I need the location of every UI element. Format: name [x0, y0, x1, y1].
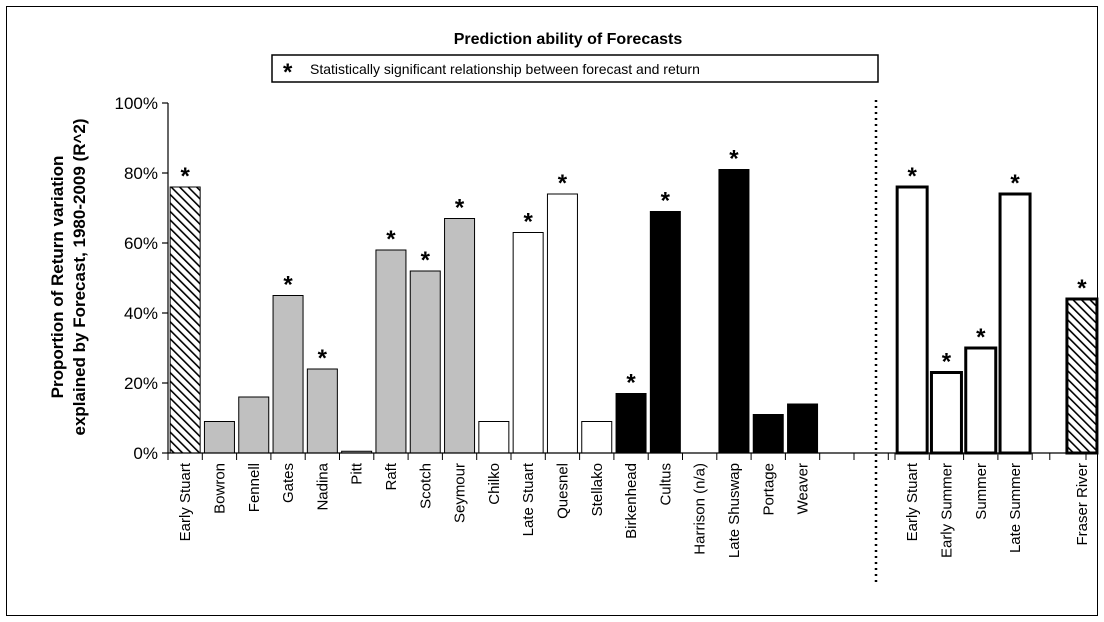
bar — [444, 218, 476, 454]
x-category-label: Cultus — [657, 463, 674, 506]
significance-star: * — [976, 324, 986, 351]
significance-star: * — [1010, 170, 1020, 197]
significance-star: * — [318, 345, 328, 372]
x-category-label: Nadina — [314, 462, 331, 510]
chart-title: Prediction ability of Forecasts — [454, 31, 683, 48]
x-category-label: Portage — [760, 463, 777, 516]
legend-symbol: * — [283, 59, 293, 86]
x-category-label: Raft — [383, 462, 400, 490]
y-axis-label: Proportion of Return variation explained… — [48, 118, 89, 435]
x-category-label: Bowron — [211, 463, 228, 514]
bar — [272, 295, 304, 454]
y-axis: 0% 20% 40% 60% 80% 100% — [115, 94, 169, 463]
x-category-label: Weaver — [795, 463, 812, 514]
bar — [306, 368, 338, 454]
significance-star: * — [907, 163, 917, 190]
significance-star: * — [661, 188, 671, 215]
x-category-label: Late Stuart — [520, 462, 537, 536]
bar — [787, 403, 819, 454]
bar — [1065, 297, 1099, 455]
x-category-label: Late Summer — [1007, 463, 1024, 553]
significance-star: * — [729, 146, 739, 173]
bar — [546, 193, 578, 454]
bar-series — [169, 169, 1099, 455]
legend-box — [271, 54, 879, 83]
significance-markers: * * * * * * * * * * * * * * * * — [180, 146, 1087, 397]
significance-star: * — [455, 195, 465, 222]
bar — [998, 192, 1032, 455]
x-category-label: Early Stuart — [177, 462, 194, 541]
chart-legend: * Statistically significant relationship… — [271, 54, 879, 86]
x-category-label: Early Summer — [938, 463, 955, 558]
bar — [581, 421, 613, 454]
bar — [512, 232, 544, 454]
y-axis-label-line-2: explained by Forecast, 1980-2009 (R^2) — [70, 118, 89, 435]
bar — [964, 346, 998, 455]
y-tick-label: 20% — [124, 374, 158, 393]
bar — [409, 270, 441, 454]
x-category-label: Fraser River — [1074, 463, 1091, 546]
bar — [203, 421, 235, 454]
significance-star: * — [626, 370, 636, 397]
x-category-label: Scotch — [417, 463, 434, 509]
bar — [649, 211, 681, 454]
y-tick-label: 60% — [124, 234, 158, 253]
significance-star: * — [942, 349, 952, 376]
significance-star: * — [180, 163, 190, 190]
bar — [375, 249, 407, 454]
significance-star: * — [523, 209, 533, 236]
y-tick-label: 0% — [133, 444, 158, 463]
x-category-label: Pitt — [349, 462, 366, 485]
significance-star: * — [1077, 275, 1087, 302]
bar — [169, 186, 201, 454]
legend-text: Statistically significant relationship b… — [310, 61, 700, 77]
bar — [929, 371, 963, 455]
y-axis-label-line-1: Proportion of Return variation — [48, 156, 67, 399]
bar — [615, 393, 647, 454]
y-tick-label: 80% — [124, 164, 158, 183]
x-category-label: Late Shuswap — [726, 463, 743, 558]
x-category-label: Early Stuart — [904, 462, 921, 541]
significance-star: * — [558, 170, 568, 197]
significance-star: * — [421, 247, 431, 274]
significance-star: * — [386, 226, 396, 253]
y-tick-label: 40% — [124, 304, 158, 323]
significance-star: * — [283, 272, 293, 299]
x-category-label: Fennell — [246, 463, 263, 512]
x-category-label: Gates — [280, 463, 297, 503]
x-category-label: Stellako — [589, 463, 606, 516]
bar — [718, 169, 750, 454]
x-axis — [167, 452, 1087, 460]
x-category-label: Chilko — [486, 463, 503, 505]
x-category-label: Harrison (n/a) — [692, 463, 709, 555]
x-category-label: Quesnel — [554, 463, 571, 519]
y-tick-label: 100% — [115, 94, 158, 113]
bar — [752, 414, 784, 454]
x-axis-tick-labels: Early Stuart Bowron Fennell Gates Nadina Pitt… — [177, 462, 1091, 558]
bar — [238, 396, 270, 454]
x-category-label: Summer — [973, 463, 990, 520]
x-category-label: Seymour — [452, 463, 469, 523]
bar — [895, 185, 929, 455]
bar — [478, 421, 510, 454]
x-category-label: Birkenhead — [623, 463, 640, 539]
